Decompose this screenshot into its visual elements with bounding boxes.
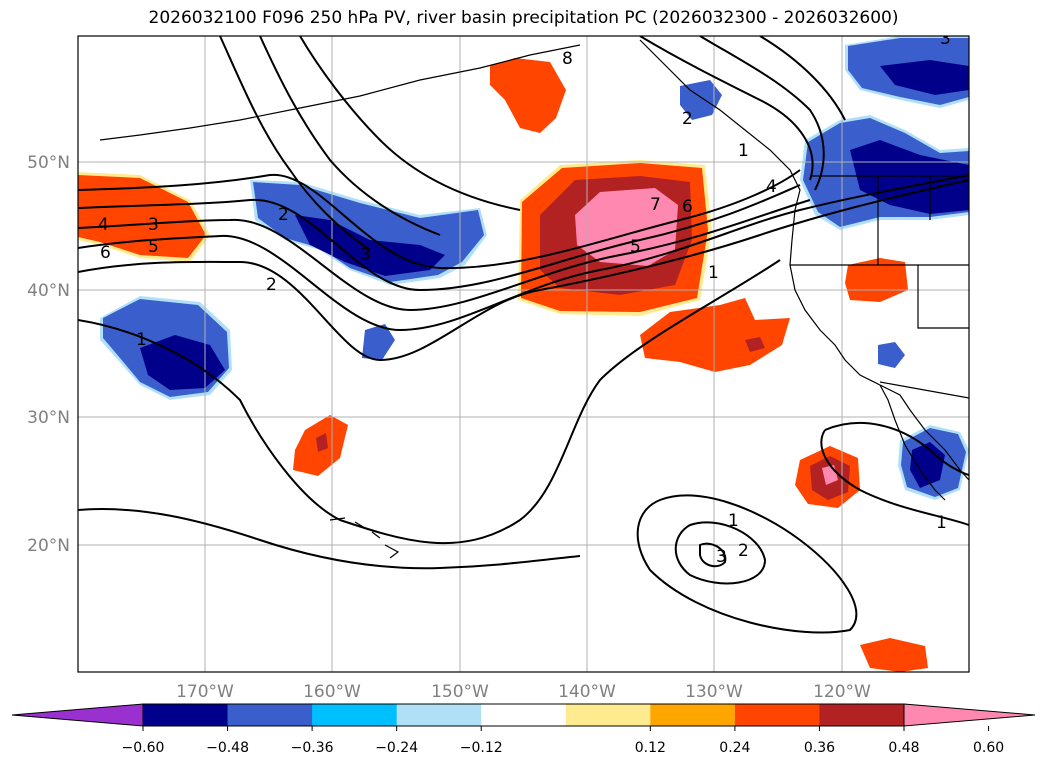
colorbar-bin [819,704,905,726]
lat-tick-label: 40°N [27,281,70,301]
contour-label: 1 [936,513,947,533]
colorbar-tick-label: 0.36 [804,740,835,756]
negative-anomaly-dateline-navy [140,335,225,390]
positive-anomaly-south [860,638,928,672]
colorbar-tick-label: 0.12 [635,740,666,756]
colorbar-tick-label: −0.12 [460,740,503,756]
contour-label: 4 [98,215,109,235]
colorbar-tick-label: 0.48 [888,740,919,756]
positive-anomaly-central-pink [575,188,678,266]
negative-anomaly-sonora-navy [910,442,945,488]
coastline-north-america [639,39,969,481]
colorbar-bin [143,704,229,726]
colorbar-bin [734,704,820,726]
positive-anomaly-offshore [640,298,790,372]
contour-label: 6 [100,243,111,263]
precip-shading [78,36,969,672]
colorbar-bin [565,704,651,726]
colorbar: −0.60 −0.48 −0.36 −0.24 −0.12 0.12 0.24 0.36 0.4… [11,703,1036,756]
colorbar-extension-low [11,703,144,727]
negative-anomaly-arizona [878,342,905,368]
colorbar-frame [142,703,905,727]
pv-contours [78,36,969,634]
negative-anomaly-pnw-navy [850,140,969,214]
colorbar-tick-label: −0.36 [291,740,334,756]
contour-label: 1 [728,511,739,531]
contour-labels: 1 2 3 4 5 6 7 8 1 2 3 4 5 6 1 2 3 1 1 2 … [98,29,951,567]
lon-tick-label: 130°W [685,682,743,702]
colorbar-bin [650,704,736,726]
colorbar-tick-label: 0.24 [719,740,750,756]
lat-tick-label: 20°N [27,536,70,556]
positive-anomaly-gulf-alaska [490,58,566,133]
grid-lines [78,36,969,672]
border-us-mexico [879,381,969,399]
lat-tick-label: 30°N [27,408,70,428]
colorbar-bin [312,704,398,726]
colorbar-tick-label: −0.60 [122,740,165,756]
coastlines [99,39,969,559]
colorbar-bin [396,704,482,726]
coastline-aleutians [99,44,581,141]
lon-tick-label: 160°W [303,682,361,702]
colorbar-tick-label: −0.48 [206,740,249,756]
lat-ticks: 50°N 40°N 30°N 20°N [27,153,70,556]
contour-label: 6 [682,197,693,217]
lat-tick-label: 50°N [27,153,70,173]
coastline-baja [879,384,946,501]
contour-label: 2 [266,275,277,295]
contour-label: 3 [148,215,159,235]
negative-anomaly-canada-navy [880,60,969,95]
positive-anomaly-subtropical-west-red [316,433,328,452]
lon-tick-label: 140°W [558,682,616,702]
colorbar-bin [481,704,567,726]
contour-label: 3 [716,547,727,567]
positive-anomaly-offshore-red [745,337,765,352]
contour-label: 5 [630,237,641,257]
lon-tick-label: 150°W [431,682,489,702]
contour-label: 1 [738,141,749,161]
colorbar-bin [227,704,313,726]
border-states [790,176,969,329]
lon-tick-label: 120°W [813,682,871,702]
negative-anomaly-small [362,324,395,360]
contour-label: 2 [278,205,289,225]
contour-label: 7 [650,195,661,215]
lon-ticks: 170°W 160°W 150°W 140°W 130°W 120°W [176,682,871,702]
contour-label: 8 [562,49,573,69]
contour-label: 1 [136,330,147,350]
map-plot-area: 1 2 3 4 5 6 7 8 1 2 3 4 5 6 1 2 3 1 1 2 … [78,29,969,672]
contour-label: 4 [766,177,777,197]
contour-label: 5 [148,237,159,257]
lon-tick-label: 170°W [176,682,234,702]
map-title: 2026032100 F096 250 hPa PV, river basin … [148,8,899,28]
colorbar-tick-label: 0.60 [973,740,1004,756]
map-frame [77,35,970,673]
contour-label: 3 [940,29,951,49]
positive-anomaly-nw-orange [78,175,206,258]
contour-label: 2 [682,109,693,129]
contour-label: 3 [360,245,371,265]
positive-anomaly-great-basin [845,258,908,302]
colorbar-extension-high [903,703,1036,727]
contour-label: 2 [738,541,749,561]
contour-label: 1 [708,263,719,283]
colorbar-tick-label: −0.24 [375,740,418,756]
